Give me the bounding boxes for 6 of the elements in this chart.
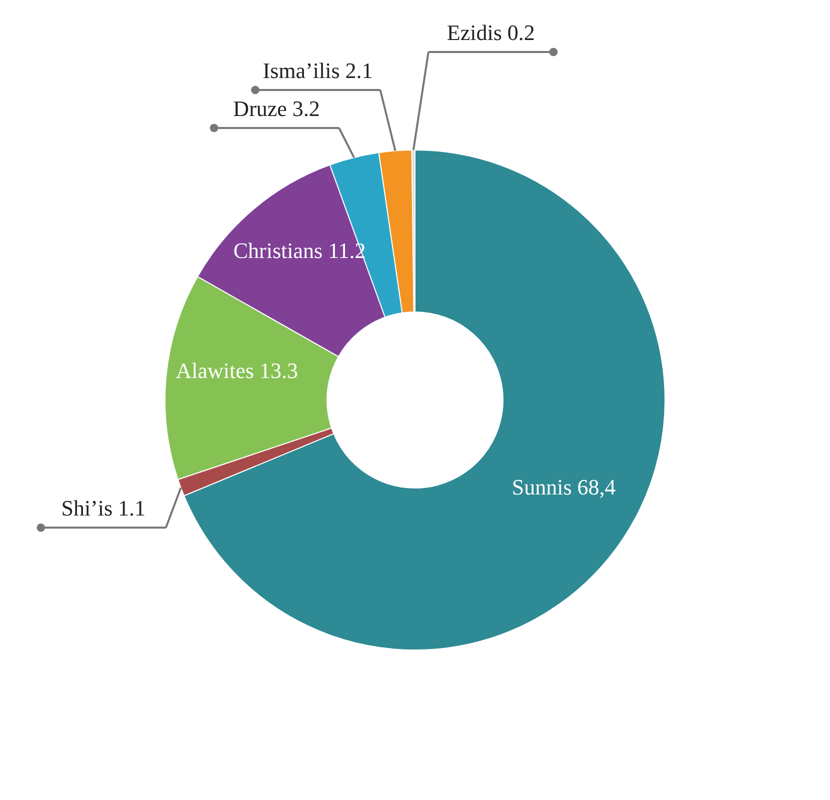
slice-label: Shi’is 1.1	[61, 496, 146, 521]
slice-label: Isma’ilis 2.1	[262, 58, 373, 83]
slice-label: Ezidis 0.2	[446, 20, 535, 45]
slice-label: Alawites 13.3	[176, 358, 298, 383]
slice-label: Druze 3.2	[233, 96, 320, 121]
slice-label: Sunnis 68,4	[512, 474, 616, 500]
